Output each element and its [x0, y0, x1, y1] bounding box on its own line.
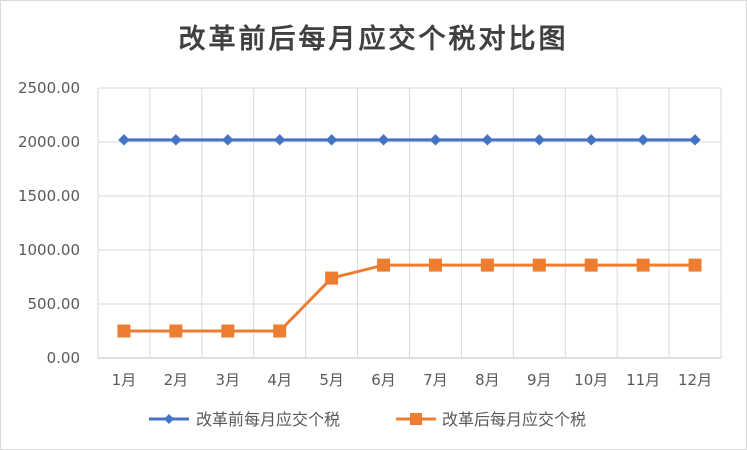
data-point: [377, 134, 390, 146]
data-point: [480, 258, 494, 272]
data-point: [688, 258, 702, 272]
data-point: [636, 258, 650, 272]
data-point: [481, 134, 494, 146]
data-point: [428, 258, 442, 272]
data-point: [533, 134, 545, 146]
data-point: [532, 258, 546, 272]
x-tick-label: 11月: [626, 371, 660, 389]
data-point: [273, 324, 287, 338]
x-tick-label: 5月: [319, 371, 344, 389]
legend-label-1: 改革前每月应交个税: [196, 410, 340, 429]
data-point: [377, 258, 391, 272]
x-tick-label: 4月: [267, 371, 292, 389]
y-tick-label: 2000.00: [18, 133, 80, 151]
data-point: [274, 134, 286, 146]
data-point: [584, 258, 598, 272]
y-tick-label: 2500.00: [18, 79, 80, 97]
data-point: [118, 134, 130, 146]
x-tick-label: 9月: [527, 371, 552, 389]
data-point: [637, 134, 649, 146]
legend-marker-1: [164, 414, 174, 424]
x-tick-label: 6月: [371, 371, 396, 389]
y-tick-label: 500.00: [28, 295, 81, 313]
series-line-2: [123, 263, 696, 333]
x-tick-label: 1月: [112, 371, 137, 389]
x-tick-label: 8月: [475, 371, 500, 389]
data-point: [325, 271, 339, 285]
data-point: [689, 134, 701, 146]
x-tick-label: 2月: [164, 371, 189, 389]
legend-marker-2: [410, 413, 422, 425]
x-tick-label: 12月: [678, 371, 712, 389]
data-point: [325, 134, 338, 146]
data-point: [429, 134, 442, 146]
data-point: [117, 324, 131, 338]
legend-label-2: 改革后每月应交个税: [442, 410, 586, 429]
data-point: [221, 324, 235, 338]
chart-title: 改革前后每月应交个税对比图: [178, 24, 569, 55]
data-point: [222, 134, 234, 146]
y-tick-label: 0.00: [47, 349, 80, 367]
y-tick-label: 1000.00: [18, 241, 80, 259]
x-tick-label: 10月: [574, 371, 608, 389]
y-tick-label: 1500.00: [18, 187, 80, 205]
x-tick-label: 7月: [423, 371, 448, 389]
data-point: [170, 134, 182, 146]
x-tick-label: 3月: [216, 371, 241, 389]
data-point: [585, 134, 597, 146]
data-point: [169, 324, 183, 338]
